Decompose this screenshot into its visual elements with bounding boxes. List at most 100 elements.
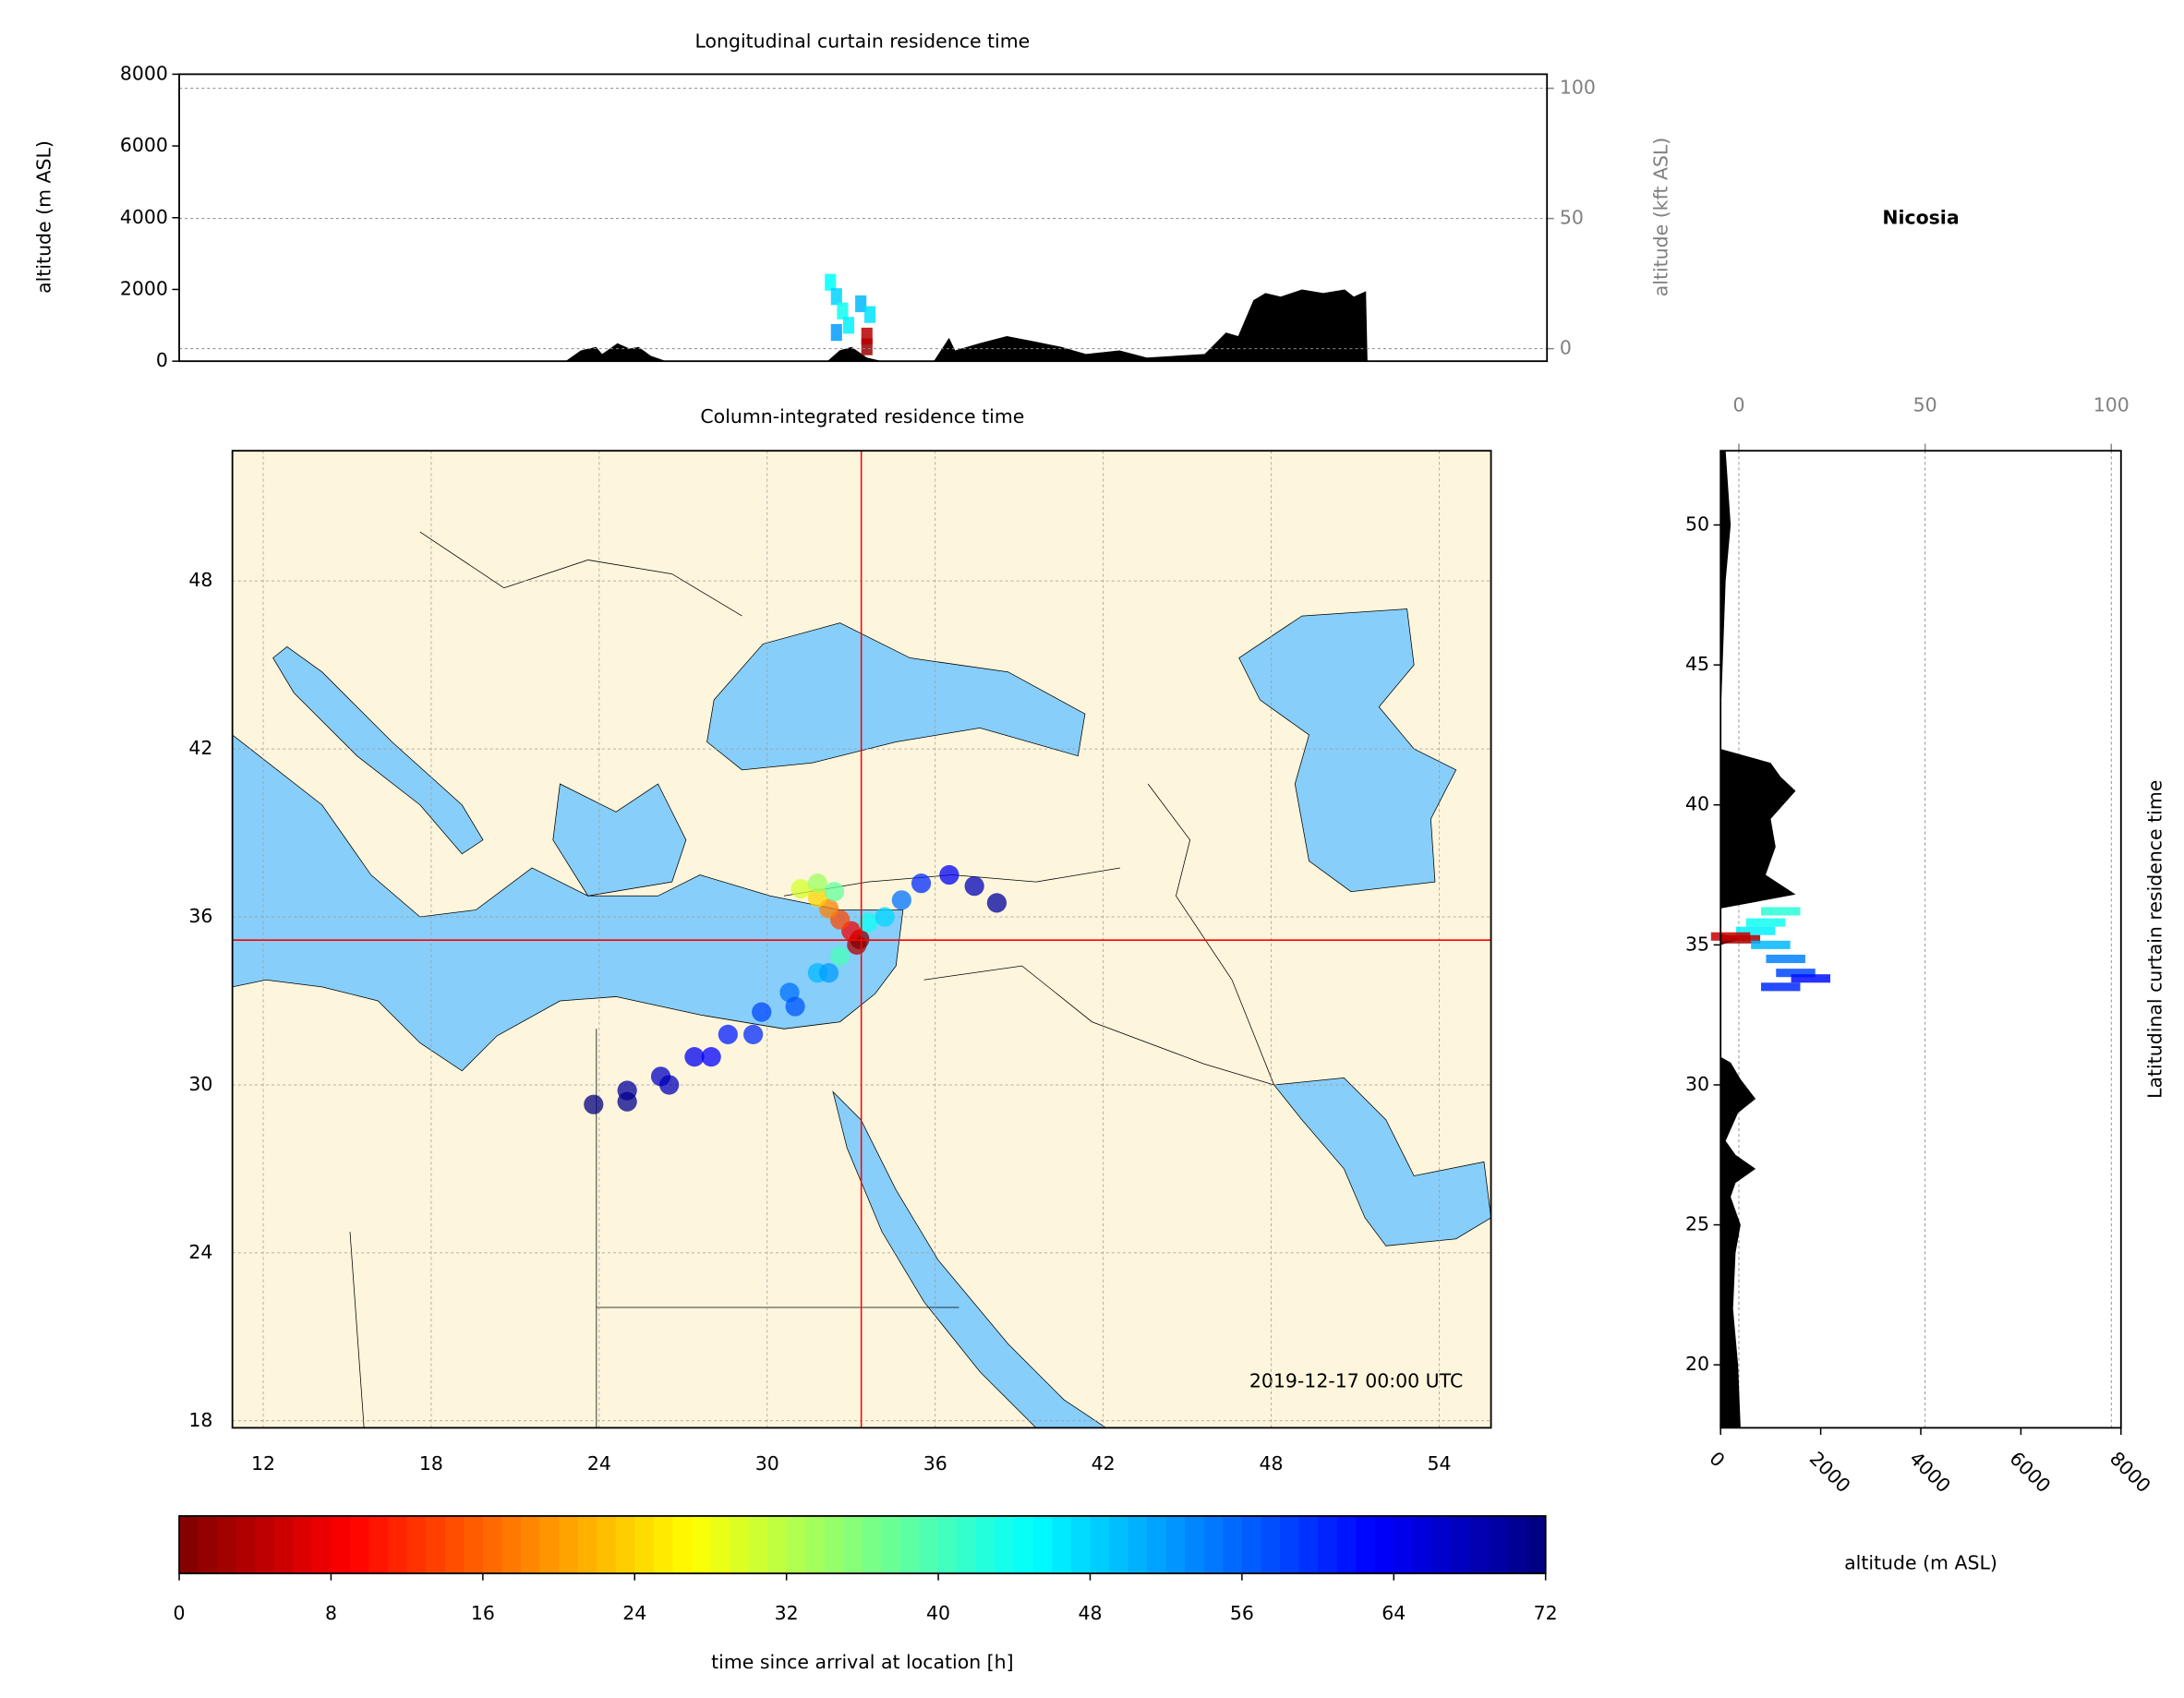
border: [923, 965, 1274, 1086]
colorbar-step: [1356, 1515, 1376, 1574]
colorbar-step: [1014, 1515, 1034, 1574]
colorbar-step: [368, 1515, 389, 1574]
colorbar-step: [691, 1515, 712, 1574]
residence-point: [858, 912, 878, 933]
colorbar-step: [255, 1515, 275, 1574]
colorbar-step: [672, 1515, 693, 1574]
axes-frame: [178, 1514, 1547, 1574]
x-tick-label: 4000: [1905, 1448, 1955, 1498]
colorbar-step: [559, 1515, 579, 1574]
colorbar-step: [881, 1515, 901, 1574]
colorbar-step: [919, 1515, 939, 1574]
residence-point: [911, 873, 932, 894]
residence-cell: [1761, 907, 1801, 916]
colorbar-step: [976, 1515, 996, 1574]
y-tick-label: 45: [1685, 653, 1709, 675]
colorbar-step: [1261, 1515, 1281, 1574]
x2-tick-label: 50: [1913, 394, 1937, 416]
y-tick-label: 25: [1685, 1213, 1709, 1235]
x-tick-label: 24: [587, 1452, 611, 1475]
residence-point: [818, 963, 839, 983]
colorbar-step: [520, 1515, 541, 1574]
border: [349, 1232, 365, 1428]
terrain: [565, 289, 1368, 362]
residence-cell: [837, 302, 849, 319]
colorbar-tick-label: 8: [325, 1602, 337, 1624]
colorbar-step: [1241, 1515, 1262, 1574]
colorbar-tick-label: 64: [1382, 1602, 1406, 1624]
colorbar-step: [1336, 1515, 1357, 1574]
colorbar-step: [331, 1515, 351, 1574]
colorbar-step: [1489, 1515, 1509, 1574]
colorbar-step: [1185, 1515, 1205, 1574]
colorbar-step: [805, 1515, 826, 1574]
x-tick-label: 48: [1260, 1452, 1284, 1475]
colorbar-tick-label: 48: [1078, 1602, 1102, 1624]
residence-point: [584, 1094, 604, 1114]
colorbar-step: [1412, 1515, 1433, 1574]
colorbar-step: [311, 1515, 332, 1574]
residence-cell: [855, 295, 867, 313]
residence-cell: [825, 273, 837, 291]
colorbar-step: [293, 1515, 313, 1574]
y-tick-label: 8000: [120, 62, 168, 84]
residence-point: [701, 1047, 721, 1067]
residence-cell: [830, 288, 842, 306]
colorbar-step: [597, 1515, 617, 1574]
colorbar-step: [577, 1515, 597, 1574]
y-tick-label: 35: [1685, 933, 1709, 955]
residence-point: [659, 1075, 680, 1095]
y-tick-label: 20: [1685, 1353, 1709, 1375]
colorbar-step: [1469, 1515, 1490, 1574]
colorbar-step: [1223, 1515, 1243, 1574]
residence-point: [824, 882, 845, 902]
colorbar-step: [273, 1515, 295, 1574]
y-tick-label: 0: [156, 349, 168, 371]
right-y-label: Latitudinal curtain residence time: [2144, 780, 2166, 1099]
y2-tick-label: 0: [1560, 337, 1572, 359]
colorbar-step: [1279, 1515, 1300, 1574]
colorbar-step: [501, 1515, 522, 1574]
residence-cell: [1766, 954, 1805, 964]
map-geography: [232, 531, 1491, 1428]
colorbar-step: [1526, 1515, 1547, 1574]
colorbar-step: [1298, 1515, 1319, 1574]
colorbar-step: [862, 1515, 883, 1574]
colorbar-step: [730, 1515, 750, 1574]
colorbar-step: [748, 1515, 768, 1574]
residence-point: [939, 864, 959, 885]
colorbar-step: [388, 1515, 408, 1574]
colorbar-step: [426, 1515, 446, 1574]
residence-point: [830, 945, 851, 967]
colorbar-label: time since arrival at location [h]: [711, 1651, 1013, 1673]
location-title: Nicosia: [1882, 207, 1959, 229]
border: [1147, 783, 1274, 1086]
map-title: Column-integrated residence time: [700, 405, 1024, 428]
x-tick-label: 54: [1427, 1452, 1451, 1475]
x-tick-label: 18: [419, 1452, 443, 1475]
colorbar-step: [995, 1515, 1016, 1574]
colorbar-step: [653, 1515, 674, 1574]
black-sea: [706, 622, 1086, 771]
colorbar-tick-label: 24: [622, 1602, 646, 1624]
colorbar-step: [938, 1515, 959, 1574]
caspian: [1238, 608, 1457, 893]
colorbar-step: [957, 1515, 977, 1574]
residence-point: [807, 887, 827, 908]
residence-point: [964, 876, 984, 897]
residence-point: [752, 1002, 772, 1022]
colorbar-tick-label: 56: [1230, 1602, 1254, 1624]
colorbar-step: [899, 1515, 921, 1574]
persian-gulf: [1273, 1077, 1491, 1246]
residence-cell: [1745, 918, 1786, 927]
residence-point: [785, 996, 805, 1017]
y-tick-label: 42: [188, 737, 212, 759]
colorbar-step: [1128, 1515, 1148, 1574]
colorbar-tick-label: 40: [926, 1602, 950, 1624]
y-tick-label: 30: [188, 1073, 212, 1095]
residence-cell: [861, 327, 873, 345]
colorbar-step: [1203, 1515, 1225, 1574]
colorbar-step: [1374, 1515, 1395, 1574]
y2-tick-label: 100: [1560, 77, 1596, 99]
